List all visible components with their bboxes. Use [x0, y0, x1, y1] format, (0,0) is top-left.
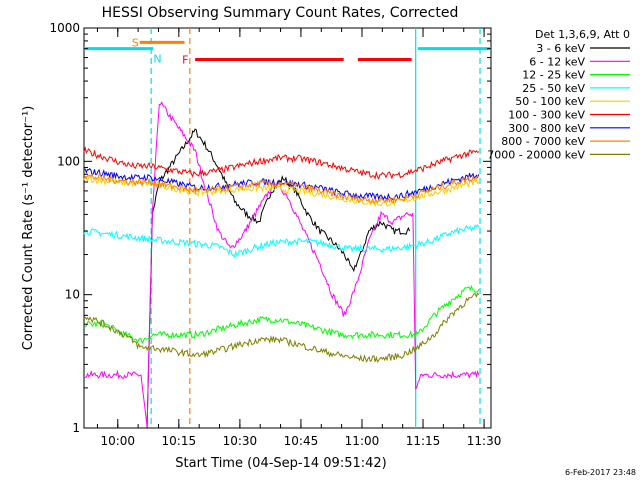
series-line-7	[83, 173, 480, 205]
plot-frame	[83, 27, 492, 429]
series-line-8	[83, 292, 480, 363]
legend-label-3: 25 - 50 keV	[522, 82, 585, 95]
legend-label-8: 7000 - 20000 keV	[487, 148, 585, 161]
x-tick-label: 11:15	[406, 434, 441, 448]
y-tick-label: 1000	[49, 21, 80, 35]
series-line-2	[83, 284, 480, 345]
legend-header: Det 1,3,6,9, Att 0	[535, 28, 630, 41]
flag-label-S: S	[132, 36, 139, 49]
y-axis-label: Corrected Count Rate (s⁻¹ detector⁻¹)	[21, 106, 36, 351]
x-tick-label: 10:45	[284, 434, 319, 448]
legend-label-2: 12 - 25 keV	[522, 69, 585, 82]
legend-label-4: 50 - 100 keV	[515, 95, 585, 108]
x-tick-label: 11:00	[345, 434, 380, 448]
legend-label-7: 800 - 7000 keV	[501, 135, 585, 148]
x-axis-label: Start Time (04-Sep-14 09:51:42)	[175, 456, 386, 471]
legend-label-1: 6 - 12 keV	[529, 55, 585, 68]
y-tick-label: 100	[57, 154, 80, 168]
y-tick-label: 10	[65, 288, 80, 302]
legend-label-0: 3 - 6 keV	[536, 42, 585, 55]
chart-title: HESSI Observing Summary Count Rates, Cor…	[102, 5, 459, 21]
y-tick-label: 1	[72, 421, 80, 435]
legend-label-5: 100 - 300 keV	[508, 109, 585, 122]
series-line-5	[83, 146, 480, 180]
footer-date: 6-Feb-2017 23:48	[565, 468, 636, 477]
x-tick-label: 10:00	[100, 434, 135, 448]
x-tick-label: 10:30	[223, 434, 258, 448]
flag-label-F: F	[182, 54, 188, 67]
series-line-0	[146, 128, 411, 429]
series-line-1	[83, 101, 480, 428]
x-tick-label: 10:15	[162, 434, 197, 448]
flag-label-N: N	[153, 53, 161, 66]
legend-label-6: 300 - 800 keV	[508, 122, 585, 135]
series-line-3	[83, 224, 480, 259]
x-tick-label: 11:30	[467, 434, 502, 448]
